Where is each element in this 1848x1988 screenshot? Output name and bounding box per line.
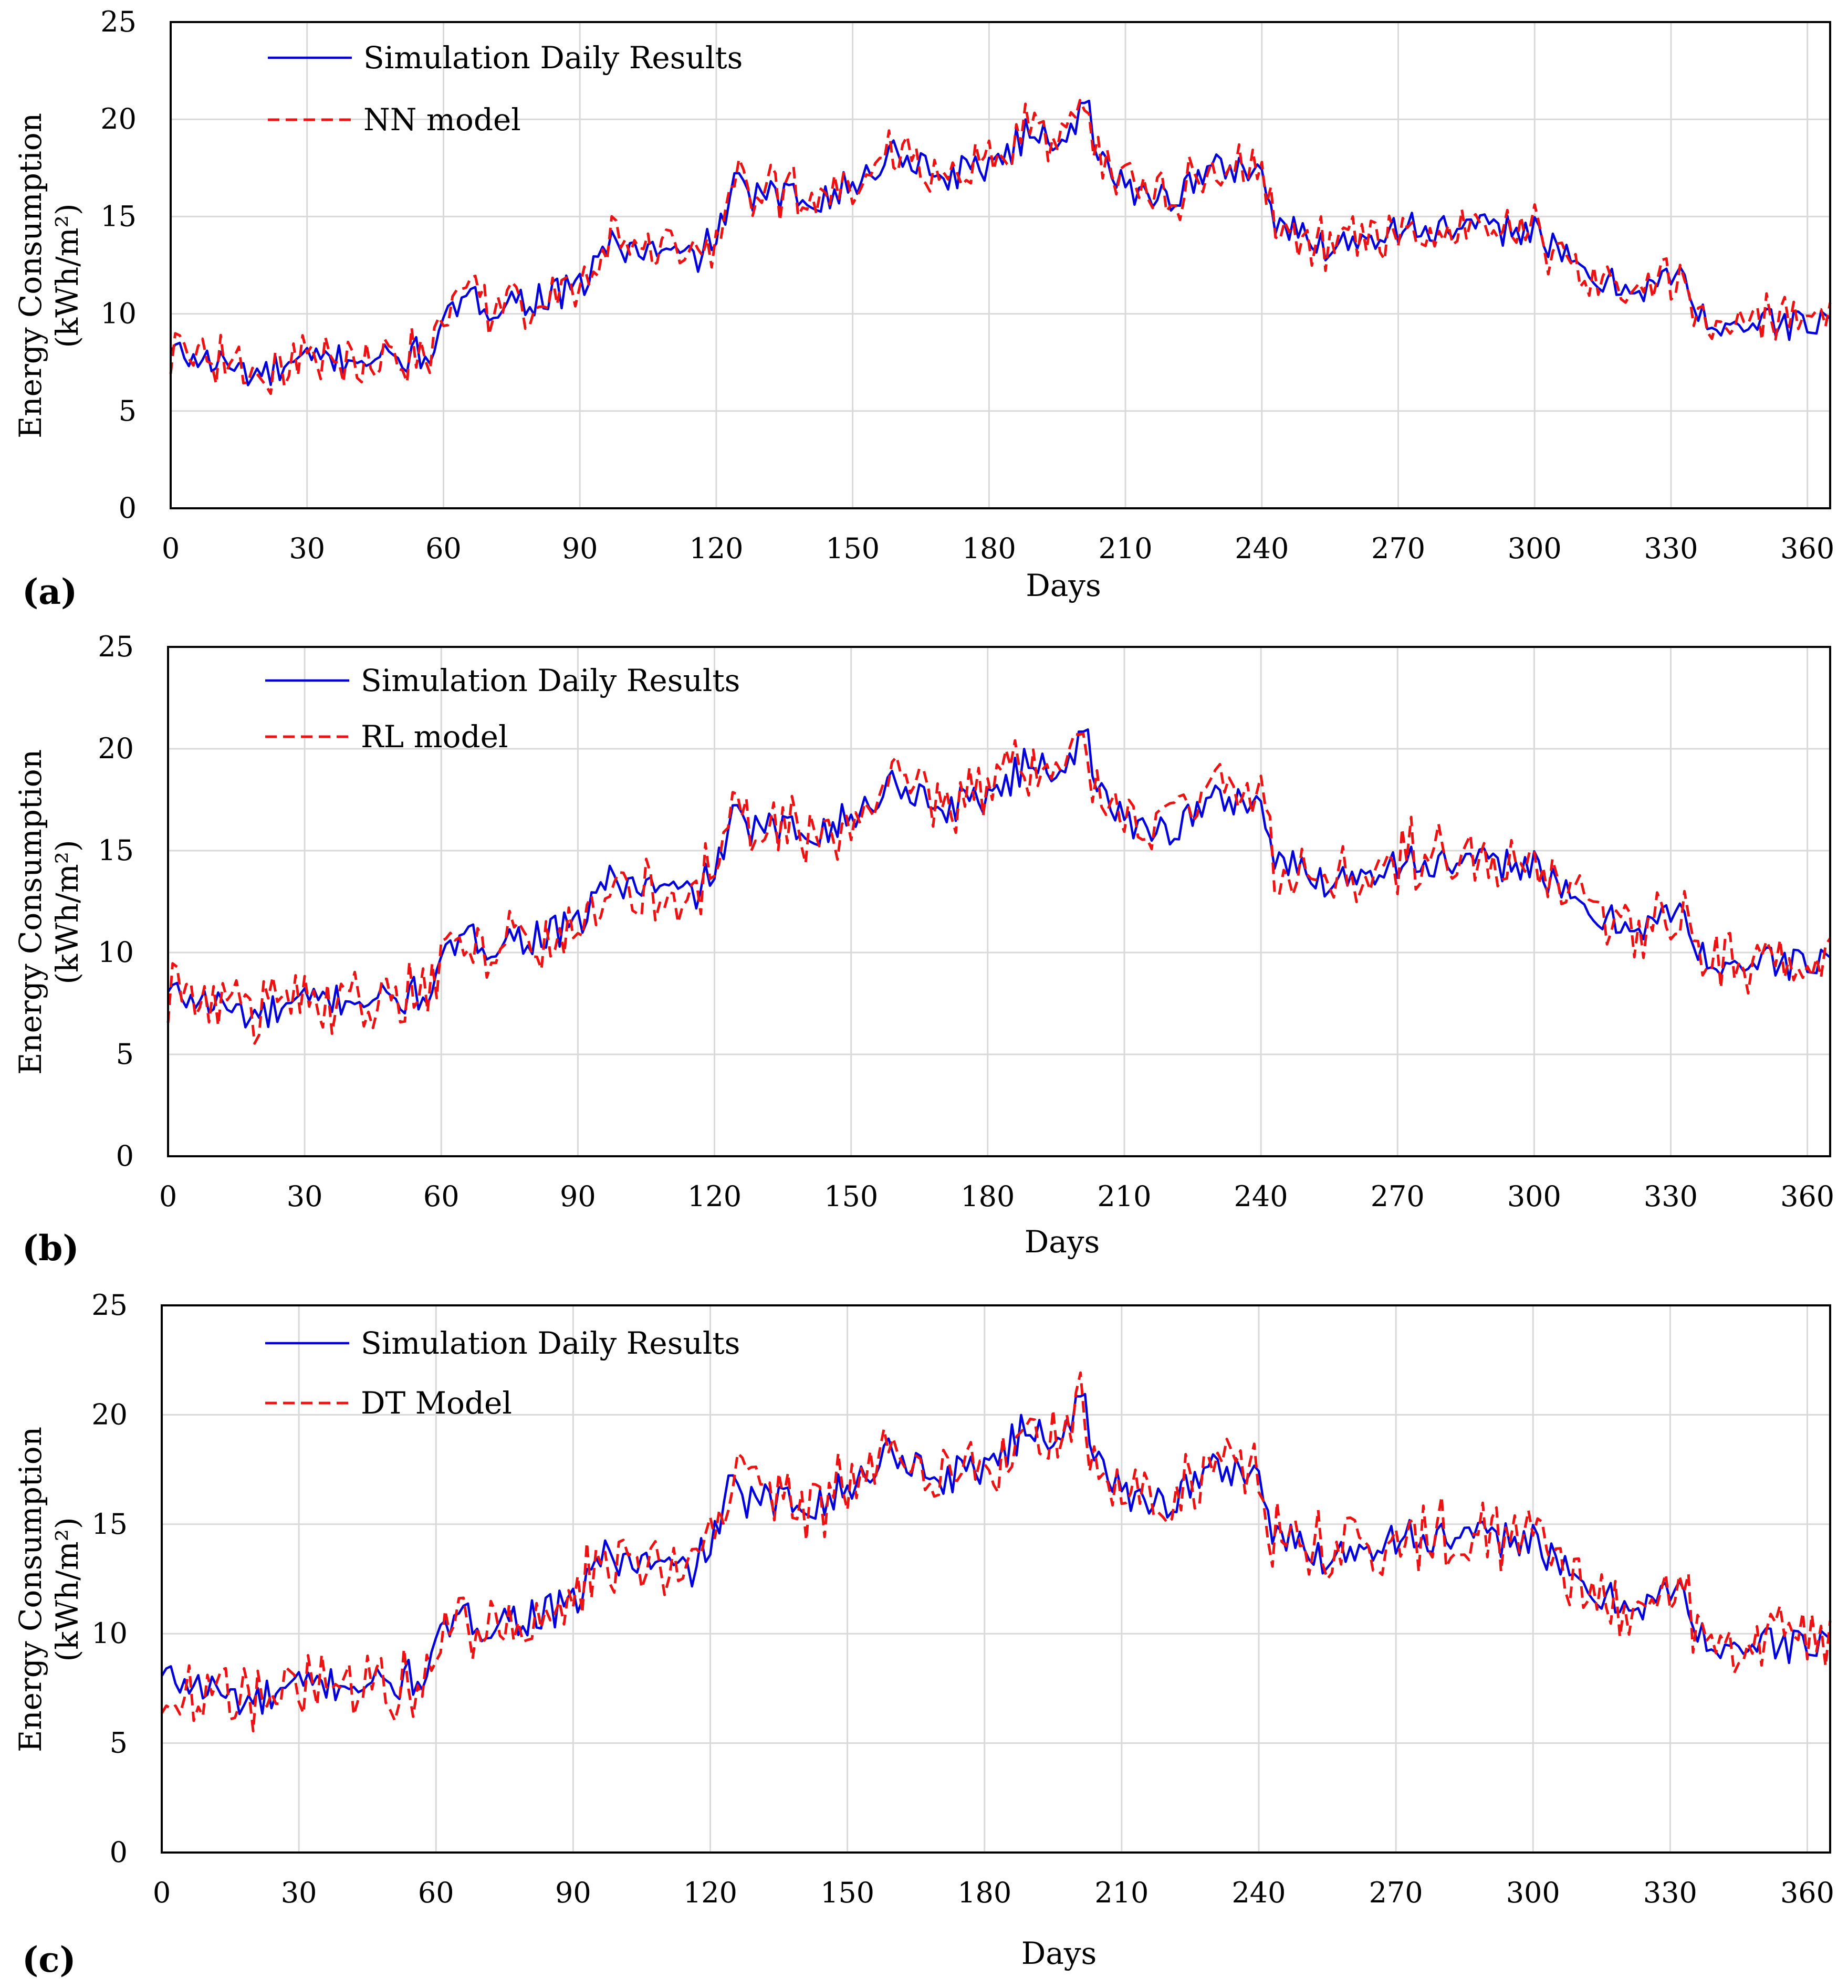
x-tick-label: 330 [1644,1180,1698,1213]
gridlines [162,1305,1830,1853]
model-series-line [169,99,1832,395]
y-tick-label: 5 [110,1727,128,1760]
y-tick-label: 25 [98,630,134,663]
x-tick-label: 360 [1780,1180,1834,1213]
legend: Simulation Daily Results DT Model [265,1325,740,1421]
x-tick-label: 180 [960,1180,1015,1213]
x-tick-label: 270 [1371,1180,1425,1213]
legend: Simulation Daily Results RL model [265,663,740,755]
gridlines [171,22,1830,508]
x-tick-label: 180 [962,532,1016,565]
model-series-line [166,732,1832,1045]
x-tick-label: 60 [418,1876,454,1909]
legend: Simulation Daily Results NN model [268,40,743,138]
x-tick-label: 210 [1099,532,1153,565]
y-tick-label: 20 [91,1398,128,1431]
x-tick-label: 300 [1507,1180,1561,1213]
x-tick-label: 150 [826,532,880,565]
legend-entry-label: Simulation Daily Results [361,663,740,698]
y-tick-label: 20 [98,732,134,765]
x-tick-label: 90 [560,1180,596,1213]
y-tick-label: 10 [98,936,134,969]
panel-label: (c) [22,1939,76,1980]
y-tick-label: 0 [119,491,137,525]
x-tick-label: 150 [820,1876,874,1909]
x-tick-label: 330 [1643,1876,1697,1909]
simulation-series-line [161,1393,1831,1715]
x-tick-label: 180 [957,1876,1011,1909]
x-tick-label: 30 [289,532,325,565]
x-tick-label: 90 [555,1876,591,1909]
y-axis-unit: (kWh/m²) [49,203,85,348]
legend-entry-label: RL model [361,719,508,755]
x-tick-label: 0 [162,532,180,565]
y-tick-label: 15 [91,1508,128,1541]
x-tick-label: 60 [423,1180,460,1213]
y-tick-label: 15 [98,834,134,867]
y-tick-label: 25 [100,5,137,38]
x-tick-label: 270 [1371,532,1425,565]
x-tick-label: 60 [425,532,462,565]
x-tick-label: 0 [159,1180,177,1213]
y-tick-label: 10 [91,1617,128,1650]
x-tick-label: 120 [683,1876,737,1909]
y-axis-unit: (kWh/m²) [49,840,85,984]
legend-entry-label: NN model [363,102,521,138]
chart-panel-2: 0 30 60 90 120 150 180 210 240 270 300 330 360 0 5 10 15… [13,630,1834,1269]
legend-entry-label: DT Model [361,1385,512,1421]
x-tick-label: 210 [1097,1180,1151,1213]
y-tick-label: 25 [91,1289,128,1322]
x-tick-label: 120 [687,1180,742,1213]
plot-frame [167,646,1831,1157]
x-tick-label: 240 [1235,532,1289,565]
x-tick-label: 240 [1234,1180,1288,1213]
x-axis-title: Days [1021,1935,1097,1971]
legend-entry-label: Simulation Daily Results [363,40,743,76]
y-axis-title: Energy Consumption [13,1427,48,1752]
y-tick-label: 5 [116,1038,134,1071]
chart-panel-1: 0 30 60 90 120 150 180 210 240 270 300 330 360 0 5 10 15… [13,5,1834,612]
model-series-line [160,1371,1832,1733]
x-tick-label: 0 [153,1876,171,1909]
y-tick-label: 20 [100,102,137,135]
x-tick-label: 120 [689,532,743,565]
simulation-series-line [170,99,1831,386]
x-tick-label: 300 [1506,1876,1560,1909]
x-tick-label: 150 [824,1180,878,1213]
x-tick-label: 360 [1780,532,1834,565]
y-tick-label: 15 [100,200,137,233]
panel-label: (b) [22,1228,79,1269]
gridlines [168,647,1830,1156]
y-tick-label: 5 [119,394,137,427]
x-tick-label: 30 [281,1876,317,1909]
y-axis-title: Energy Consumption [13,113,48,438]
y-tick-label: 0 [110,1836,128,1869]
x-tick-label: 270 [1369,1876,1423,1909]
x-tick-label: 330 [1644,532,1698,565]
x-tick-label: 210 [1094,1876,1149,1909]
plot-frame [161,1304,1831,1854]
y-axis-unit: (kWh/m²) [49,1517,85,1661]
x-tick-label: 90 [562,532,598,565]
x-axis-title: Days [1025,1224,1100,1260]
x-axis-title: Days [1026,568,1101,603]
x-tick-label: 240 [1231,1876,1286,1909]
plot-frame [170,21,1831,509]
x-tick-label: 30 [287,1180,323,1213]
panel-label: (a) [22,571,77,612]
x-tick-label: 300 [1508,532,1562,565]
x-tick-label: 360 [1780,1876,1834,1909]
chart-panel-3: 0 30 60 90 120 150 180 210 240 270 300 330 360 0 5 10 15… [13,1289,1834,1980]
y-tick-label: 0 [116,1139,134,1173]
legend-entry-label: Simulation Daily Results [361,1325,740,1361]
y-axis-title: Energy Consumption [13,749,48,1075]
y-tick-label: 10 [100,297,137,330]
simulation-series-line [167,728,1831,1029]
